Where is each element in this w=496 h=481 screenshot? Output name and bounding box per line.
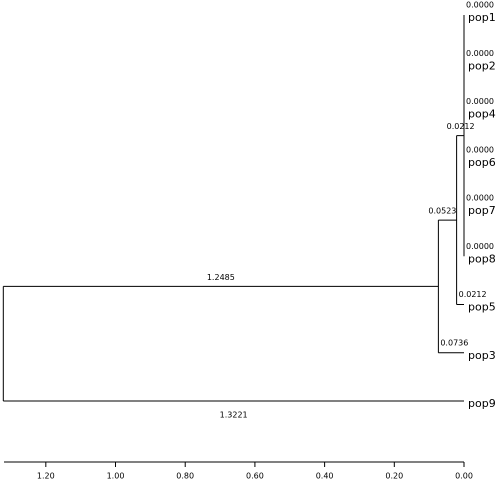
branch-label: 0.0000 <box>466 49 494 58</box>
branch-label: 0.0000 <box>466 1 494 10</box>
leaf-label: pop5 <box>468 301 496 314</box>
branch-label: 0.0000 <box>466 97 494 106</box>
branch-label: 0.0523 <box>428 207 456 216</box>
leaf-label: pop1 <box>468 11 496 24</box>
branch-label: 0.0000 <box>466 194 494 203</box>
branch-label: 1.3221 <box>220 411 248 420</box>
branch-label: 0.0212 <box>459 290 487 299</box>
x-tick-label: 0.80 <box>176 472 194 481</box>
x-tick-label: 0.40 <box>316 472 334 481</box>
leaf-label: pop9 <box>468 397 496 410</box>
x-tick-label: 0.60 <box>246 472 264 481</box>
branch-label: 1.2485 <box>207 273 235 282</box>
branch-label: 0.0736 <box>440 338 468 347</box>
branch-label: 0.0000 <box>466 242 494 251</box>
x-tick-label: 1.00 <box>107 472 125 481</box>
x-tick-label: 0.20 <box>385 472 403 481</box>
leaf-label: pop3 <box>468 349 496 362</box>
branch-label: 0.0212 <box>447 122 475 131</box>
branch-label: 0.0000 <box>466 145 494 154</box>
leaf-label: pop7 <box>468 204 496 217</box>
leaf-label: pop2 <box>468 59 496 72</box>
leaf-label: pop6 <box>468 156 496 169</box>
x-tick-label: 1.20 <box>37 472 55 481</box>
leaf-label: pop4 <box>468 108 496 121</box>
x-tick-label: 0.00 <box>455 472 473 481</box>
leaf-label: pop8 <box>468 252 496 265</box>
